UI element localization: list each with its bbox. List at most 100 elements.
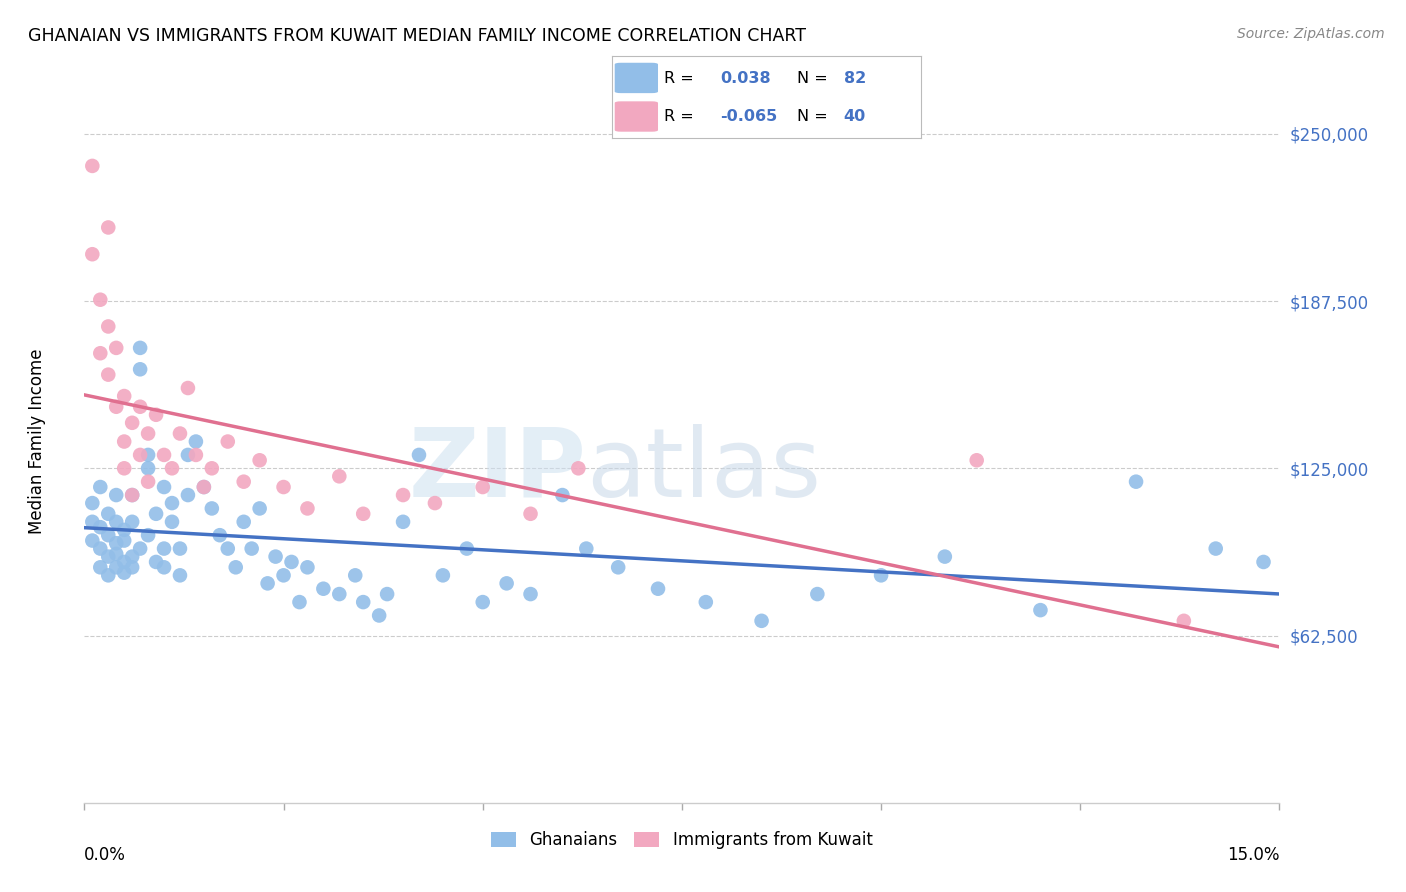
Point — [232, 515, 254, 529]
Point — [751, 614, 773, 628]
Point — [89, 346, 111, 360]
Point — [160, 461, 183, 475]
Point — [105, 515, 128, 529]
Point — [121, 549, 143, 564]
Point — [97, 549, 120, 564]
Point — [368, 608, 391, 623]
Point — [1253, 555, 1275, 569]
Point — [177, 448, 200, 462]
Point — [112, 389, 135, 403]
Point — [249, 501, 271, 516]
Point — [264, 549, 287, 564]
Point — [297, 501, 319, 516]
Point — [145, 507, 167, 521]
Point — [392, 515, 415, 529]
Point — [105, 341, 128, 355]
Point — [129, 362, 152, 376]
Point — [105, 488, 128, 502]
Point — [97, 220, 120, 235]
Point — [82, 533, 104, 548]
Point — [695, 595, 717, 609]
Point — [153, 560, 176, 574]
Point — [121, 515, 143, 529]
Text: 82: 82 — [844, 70, 866, 86]
Point — [105, 536, 128, 550]
Text: R =: R = — [664, 109, 695, 124]
Point — [312, 582, 335, 596]
Point — [112, 555, 135, 569]
Text: N =: N = — [797, 109, 828, 124]
Point — [870, 568, 893, 582]
Point — [153, 541, 176, 556]
Point — [153, 480, 176, 494]
Point — [1205, 541, 1227, 556]
Point — [97, 368, 120, 382]
Point — [288, 595, 311, 609]
Point — [112, 533, 135, 548]
Point — [169, 568, 191, 582]
Point — [647, 582, 669, 596]
Point — [208, 528, 231, 542]
Text: 40: 40 — [844, 109, 866, 124]
Point — [344, 568, 367, 582]
Text: -0.065: -0.065 — [720, 109, 778, 124]
Point — [352, 595, 374, 609]
Text: N =: N = — [797, 70, 828, 86]
Point — [129, 400, 152, 414]
Point — [121, 560, 143, 574]
Point — [145, 555, 167, 569]
Text: Source: ZipAtlas.com: Source: ZipAtlas.com — [1237, 27, 1385, 41]
Point — [97, 528, 120, 542]
Point — [256, 576, 278, 591]
Point — [184, 448, 207, 462]
Point — [328, 587, 350, 601]
Point — [193, 480, 215, 494]
Text: 0.0%: 0.0% — [84, 847, 127, 864]
Point — [89, 480, 111, 494]
Point — [82, 159, 104, 173]
Point — [607, 560, 630, 574]
Point — [136, 448, 159, 462]
Point — [273, 480, 295, 494]
Point — [89, 293, 111, 307]
Point — [273, 568, 295, 582]
Point — [129, 448, 152, 462]
Point — [82, 496, 104, 510]
FancyBboxPatch shape — [614, 62, 658, 93]
Point — [495, 576, 517, 591]
Point — [89, 560, 111, 574]
Point — [1173, 614, 1195, 628]
Point — [280, 555, 302, 569]
Point — [129, 341, 152, 355]
Point — [121, 416, 143, 430]
Point — [567, 461, 589, 475]
Point — [297, 560, 319, 574]
Point — [1029, 603, 1052, 617]
Point — [934, 549, 956, 564]
Text: Median Family Income: Median Family Income — [28, 349, 45, 534]
Point — [352, 507, 374, 521]
Point — [240, 541, 263, 556]
Point — [551, 488, 574, 502]
Point — [97, 507, 120, 521]
Legend: Ghanaians, Immigrants from Kuwait: Ghanaians, Immigrants from Kuwait — [485, 824, 879, 856]
Point — [806, 587, 828, 601]
Point — [1125, 475, 1147, 489]
Point — [201, 461, 224, 475]
Point — [177, 381, 200, 395]
Point — [89, 541, 111, 556]
Point — [105, 560, 128, 574]
Point — [82, 247, 104, 261]
Point — [136, 475, 159, 489]
Point — [82, 515, 104, 529]
Point — [966, 453, 988, 467]
Text: atlas: atlas — [586, 424, 821, 517]
Text: 15.0%: 15.0% — [1227, 847, 1279, 864]
Point — [432, 568, 454, 582]
Point — [575, 541, 598, 556]
Point — [328, 469, 350, 483]
Point — [105, 400, 128, 414]
Text: GHANAIAN VS IMMIGRANTS FROM KUWAIT MEDIAN FAMILY INCOME CORRELATION CHART: GHANAIAN VS IMMIGRANTS FROM KUWAIT MEDIA… — [28, 27, 806, 45]
Point — [112, 434, 135, 449]
Point — [232, 475, 254, 489]
